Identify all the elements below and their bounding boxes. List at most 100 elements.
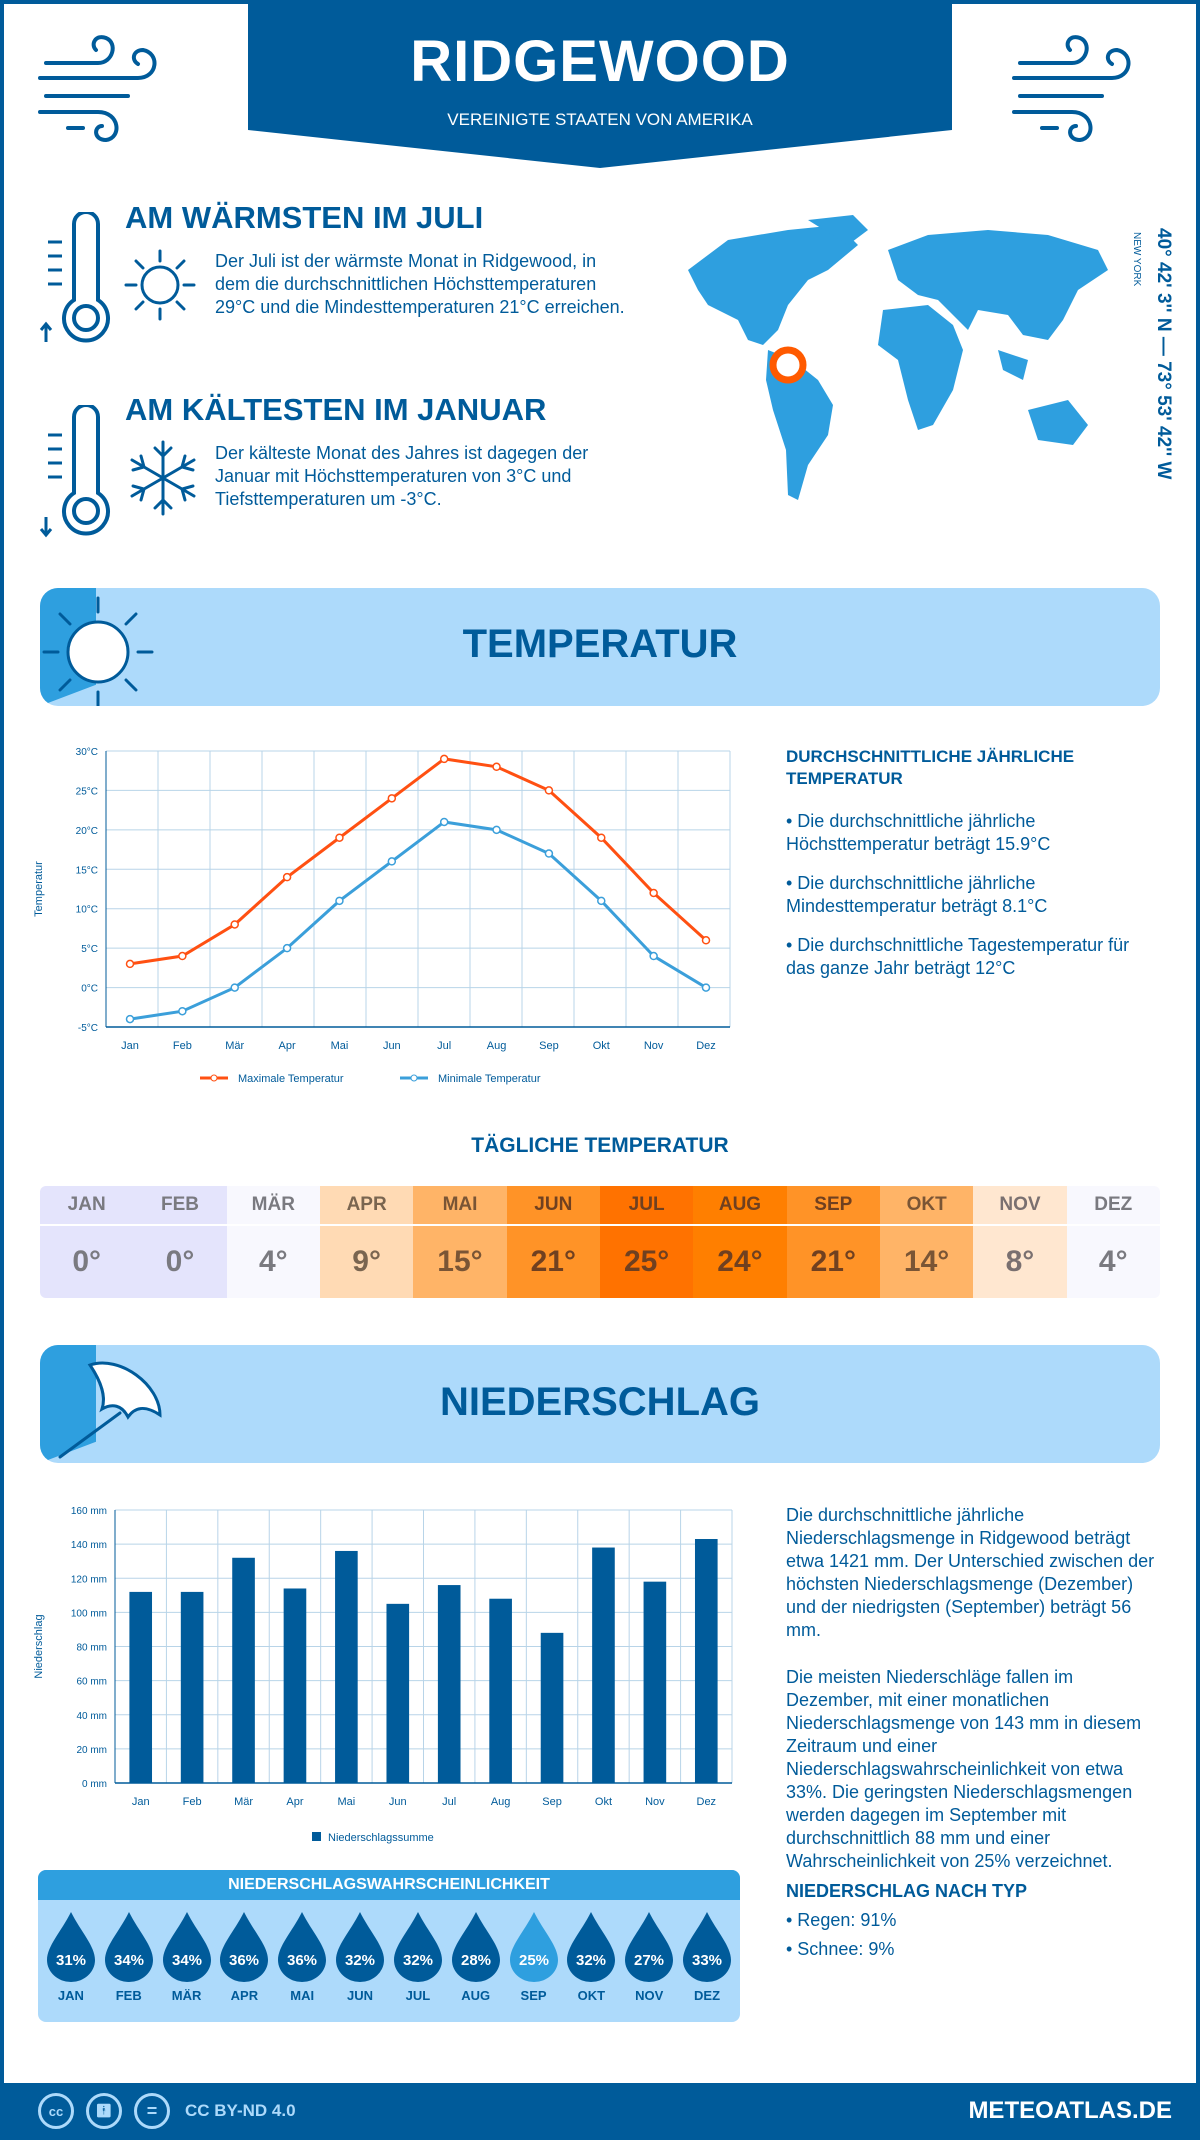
banner-corner — [40, 1345, 96, 1463]
nd-icon: = — [134, 2093, 170, 2129]
data-point — [387, 794, 397, 803]
precip-banner — [40, 1345, 1160, 1463]
daily-temp-cell: FEB 0° — [133, 1186, 227, 1298]
country-subtitle: VEREINIGTE STAATEN VON AMERIKA — [447, 110, 753, 129]
by-icon: 🚹︎ — [86, 2093, 122, 2129]
probability-drops: 31% JAN 34% FEB 34% MÄR 36% APR 36% MAI 32% JUN 32% J… — [38, 1900, 740, 2003]
coordinates: 40° 42' 3'' N — 73° 53' 42'' W — [1153, 228, 1174, 480]
bar — [232, 1557, 255, 1783]
y-tick-label: 160 mm — [71, 1506, 107, 1517]
probability-value: 36% — [229, 1952, 259, 1969]
x-tick-label: Feb — [183, 1796, 202, 1808]
legend-marker — [210, 1074, 218, 1082]
temperature-chart: -5°C 0°C 5°C 10°C 15°C 20°C 25°C 30°C Jan Feb Mär A… — [33, 747, 731, 1085]
x-tick-label: Mär — [225, 1040, 244, 1052]
daily-temp-title: TÄGLICHE TEMPERATUR — [471, 1134, 729, 1157]
data-point — [649, 951, 658, 961]
daily-temp-cell: APR 9° — [319, 1186, 414, 1298]
daily-month: JUL — [599, 1186, 694, 1226]
x-tick-label: Sep — [539, 1040, 559, 1052]
annual-temp-bullet: • Die durchschnittliche jährliche Mindes… — [786, 873, 1048, 916]
daily-temp-table: JAN 0° FEB 0° MÄR 4° APR 9° MAI 15° JUN 21° JUL 25° AU… — [40, 1186, 1160, 1298]
y-tick-label: 5°C — [81, 944, 98, 955]
y-tick-label: 140 mm — [71, 1540, 107, 1551]
probability-value: 27% — [634, 1952, 664, 1969]
probability-month: MAI — [290, 1988, 315, 2003]
raindrop-icon: 31% — [46, 1912, 95, 1982]
daily-month: DEZ — [1066, 1186, 1160, 1226]
bar — [694, 1539, 718, 1783]
raindrop-icon: 28% — [451, 1912, 500, 1982]
y-tick-label: 60 mm — [76, 1677, 107, 1688]
y-tick-label: 100 mm — [71, 1608, 107, 1619]
world-map — [688, 215, 1108, 500]
probability-title: NIEDERSCHLAGSWAHRSCHEINLICHKEIT — [38, 1870, 740, 1900]
probability-value: 34% — [172, 1952, 202, 1969]
probability-value: 36% — [287, 1952, 317, 1969]
x-tick-label: Mai — [331, 1040, 349, 1052]
x-tick-label: Jul — [437, 1040, 451, 1052]
daily-month: MAI — [413, 1186, 507, 1226]
x-tick-label: Mär — [234, 1796, 253, 1808]
bar — [180, 1591, 204, 1783]
probability-item: 34% FEB — [100, 1910, 158, 2003]
coldest-text: Der kälteste Monat des Jahres ist dagege… — [215, 443, 589, 509]
daily-value: 0° — [165, 1245, 195, 1278]
x-tick-label: Nov — [644, 1040, 664, 1052]
daily-temp-cell: MAI 15° — [413, 1186, 507, 1298]
data-point — [125, 1014, 135, 1024]
data-point — [492, 825, 501, 835]
coldest-heading: AM KÄLTESTEN IM JANUAR — [125, 392, 547, 427]
data-point — [282, 943, 292, 953]
sun-icon — [124, 249, 196, 321]
region-label: NEW YORK — [1131, 232, 1142, 287]
bar — [335, 1550, 358, 1783]
probability-month: MÄR — [171, 1988, 202, 2003]
precipitation-chart: 0 mm 20 mm 40 mm 60 mm 80 mm 100 mm 120 mm 140 … — [33, 1506, 733, 1844]
probability-value: 32% — [403, 1952, 433, 1969]
x-tick-label: Aug — [491, 1796, 511, 1808]
data-point — [701, 936, 711, 945]
daily-month: OKT — [879, 1186, 974, 1226]
probability-item: 36% APR — [215, 1910, 273, 2003]
warmest-heading: AM WÄRMSTEN IM JULI — [125, 200, 484, 235]
x-tick-label: Dez — [697, 1796, 717, 1808]
y-tick-label: 30°C — [76, 747, 98, 758]
data-point — [544, 849, 554, 858]
daily-temp-cell: AUG 24° — [693, 1186, 787, 1298]
probability-item: 33% DEZ — [678, 1910, 736, 2003]
precip-text-1: Die durchschnittliche jährliche Niedersc… — [786, 1505, 1155, 1640]
data-point — [439, 817, 449, 827]
daily-value: 4° — [258, 1245, 288, 1278]
precip-probability-panel: NIEDERSCHLAGSWAHRSCHEINLICHKEIT 31% JAN 34… — [38, 1870, 740, 2022]
annual-temp-bullet: • Die durchschnittliche jährliche Höchst… — [786, 811, 1051, 854]
bar — [386, 1603, 410, 1783]
raindrop-icon: 33% — [683, 1912, 732, 1982]
bar — [643, 1581, 667, 1783]
y-tick-label: 40 mm — [76, 1711, 107, 1722]
daily-value: 15° — [437, 1245, 483, 1278]
daily-temp-cell: OKT 14° — [879, 1186, 974, 1298]
precip-text-2: Die meisten Niederschläge fallen im Deze… — [786, 1667, 1142, 1871]
data-point — [178, 1006, 187, 1016]
probability-item: 31% JAN — [42, 1910, 100, 2003]
x-tick-label: Okt — [595, 1796, 612, 1808]
probability-value: 28% — [461, 1952, 491, 1969]
precip-type-rain: • Regen: 91% — [786, 1910, 897, 1930]
data-point — [649, 888, 658, 898]
precip-text-column: Die durchschnittliche jährliche Niedersc… — [786, 1504, 1161, 1961]
data-point — [597, 833, 606, 842]
daily-value: 14° — [903, 1245, 950, 1278]
probability-item: 32% OKT — [562, 1910, 620, 2003]
probability-value: 32% — [576, 1952, 606, 1969]
data-point — [335, 833, 344, 842]
probability-item: 34% MÄR — [158, 1910, 216, 2003]
site-link[interactable]: METEOATLAS.DE — [968, 2097, 1172, 2124]
probability-month: JUN — [347, 1988, 374, 2003]
daily-temp-cell: SEP 21° — [786, 1186, 880, 1298]
data-point — [701, 983, 711, 992]
x-tick-label: Mai — [338, 1796, 356, 1808]
y-tick-label: 0 mm — [82, 1779, 107, 1790]
daily-temp-cell: NOV 8° — [973, 1186, 1067, 1298]
probability-value: 34% — [114, 1952, 144, 1969]
